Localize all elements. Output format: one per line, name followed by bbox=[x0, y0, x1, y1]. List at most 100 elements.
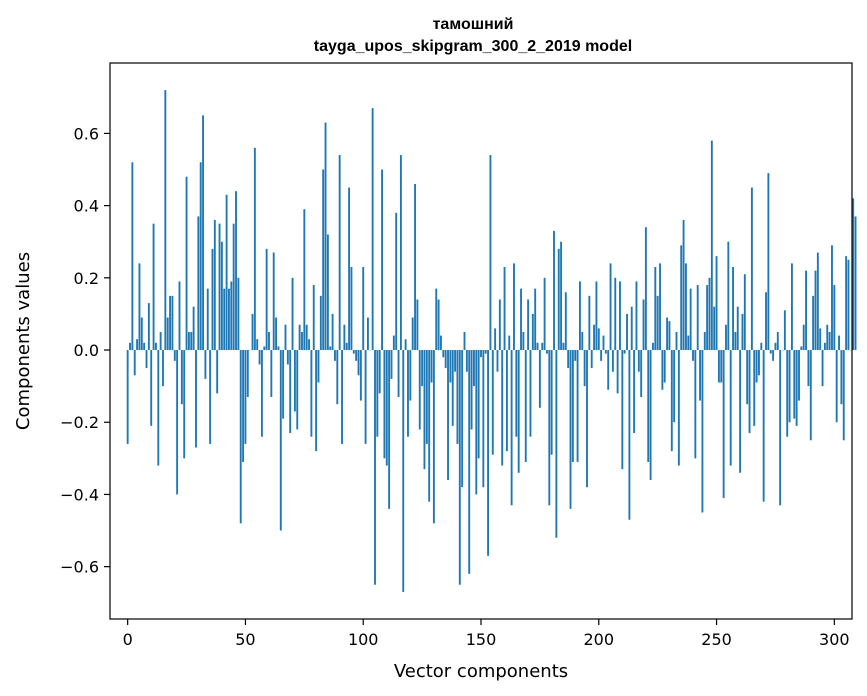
bar-122 bbox=[414, 183, 416, 351]
bar-228 bbox=[663, 350, 666, 383]
bar-207 bbox=[614, 277, 617, 351]
bar-175 bbox=[538, 350, 541, 408]
bar-192 bbox=[578, 281, 581, 351]
bar-137 bbox=[449, 350, 452, 383]
bar-283 bbox=[793, 350, 796, 419]
bar-4 bbox=[136, 339, 139, 351]
bar-142 bbox=[461, 350, 464, 488]
bar-39 bbox=[218, 223, 221, 351]
bar-123 bbox=[416, 299, 419, 351]
bar-260 bbox=[739, 350, 742, 473]
bar-83 bbox=[322, 169, 325, 351]
bar-306 bbox=[847, 259, 850, 351]
bar-213 bbox=[628, 350, 631, 520]
bar-170 bbox=[527, 299, 530, 351]
bar-159 bbox=[501, 350, 504, 466]
bar-56 bbox=[258, 350, 261, 365]
bar-138 bbox=[451, 350, 454, 426]
bar-173 bbox=[534, 288, 537, 351]
bar-162 bbox=[508, 335, 511, 351]
bar-270 bbox=[762, 350, 765, 502]
bar-185 bbox=[562, 342, 565, 351]
bar-124 bbox=[418, 350, 421, 430]
bar-136 bbox=[447, 350, 449, 480]
bar-141 bbox=[458, 350, 461, 585]
bar-51 bbox=[246, 350, 249, 397]
bar-308 bbox=[852, 198, 855, 351]
bar-183 bbox=[557, 248, 560, 351]
bar-38 bbox=[216, 350, 219, 394]
bar-214 bbox=[630, 306, 633, 351]
bar-187 bbox=[567, 350, 570, 369]
bar-249 bbox=[713, 306, 716, 351]
bar-215 bbox=[633, 350, 636, 434]
bar-246 bbox=[706, 285, 709, 351]
bar-66 bbox=[282, 350, 285, 419]
bar-198 bbox=[593, 324, 595, 351]
bar-179 bbox=[548, 350, 551, 506]
bar-184 bbox=[560, 241, 563, 351]
bar-296 bbox=[823, 342, 826, 351]
bar-114 bbox=[395, 212, 398, 351]
bar-12 bbox=[154, 342, 157, 351]
bar-291 bbox=[812, 295, 815, 351]
bar-148 bbox=[475, 350, 478, 495]
bar-50 bbox=[244, 350, 247, 444]
bar-49 bbox=[242, 350, 245, 462]
bar-135 bbox=[444, 350, 447, 369]
bar-219 bbox=[642, 299, 645, 351]
bar-240 bbox=[692, 350, 694, 361]
bar-99 bbox=[359, 350, 362, 401]
bar-257 bbox=[732, 266, 734, 351]
bar-195 bbox=[586, 350, 588, 488]
bar-210 bbox=[621, 350, 624, 470]
bar-247 bbox=[708, 277, 711, 351]
bar-43 bbox=[228, 288, 230, 351]
bar-161 bbox=[505, 350, 508, 452]
bar-31 bbox=[199, 162, 202, 351]
bar-206 bbox=[611, 350, 614, 372]
bar-201 bbox=[600, 350, 603, 361]
bar-268 bbox=[758, 350, 760, 376]
bar-112 bbox=[390, 350, 393, 379]
bar-160 bbox=[503, 266, 506, 351]
x-axis-ticks: 0 50 100 150 200 250 300 bbox=[123, 619, 850, 649]
bar-64 bbox=[277, 346, 280, 351]
bar-163 bbox=[510, 350, 513, 506]
bar-27 bbox=[190, 331, 193, 351]
bar-140 bbox=[456, 350, 459, 444]
bar-303 bbox=[840, 350, 843, 405]
bar-25 bbox=[185, 176, 188, 351]
bar-189 bbox=[571, 350, 574, 462]
bar-181 bbox=[553, 230, 555, 351]
bar-155 bbox=[491, 350, 494, 455]
bar-87 bbox=[331, 313, 334, 351]
bar-288 bbox=[805, 270, 807, 351]
bar-19 bbox=[171, 295, 174, 351]
bar-217 bbox=[637, 350, 640, 372]
bar-117 bbox=[402, 350, 405, 592]
y-tick-label: 0.4 bbox=[74, 197, 99, 216]
y-tick-label: −0.2 bbox=[60, 413, 99, 432]
bar-119 bbox=[407, 350, 409, 437]
bar-252 bbox=[720, 350, 723, 383]
bar-58 bbox=[263, 346, 266, 351]
bar-133 bbox=[440, 335, 442, 351]
bar-1 bbox=[129, 342, 131, 351]
bar-182 bbox=[555, 350, 558, 538]
bar-261 bbox=[741, 313, 744, 351]
bar-292 bbox=[814, 270, 817, 351]
bar-302 bbox=[838, 335, 840, 351]
bar-89 bbox=[336, 350, 339, 405]
bar-200 bbox=[597, 328, 600, 351]
bar-131 bbox=[435, 288, 438, 351]
bar-28 bbox=[192, 306, 195, 351]
bar-139 bbox=[454, 350, 457, 372]
bar-271 bbox=[765, 292, 767, 351]
bar-199 bbox=[595, 281, 598, 351]
x-tick-label: 150 bbox=[466, 630, 497, 649]
bar-227 bbox=[661, 350, 664, 390]
bar-70 bbox=[291, 277, 294, 351]
bar-71 bbox=[293, 350, 296, 412]
bar-266 bbox=[753, 350, 756, 426]
